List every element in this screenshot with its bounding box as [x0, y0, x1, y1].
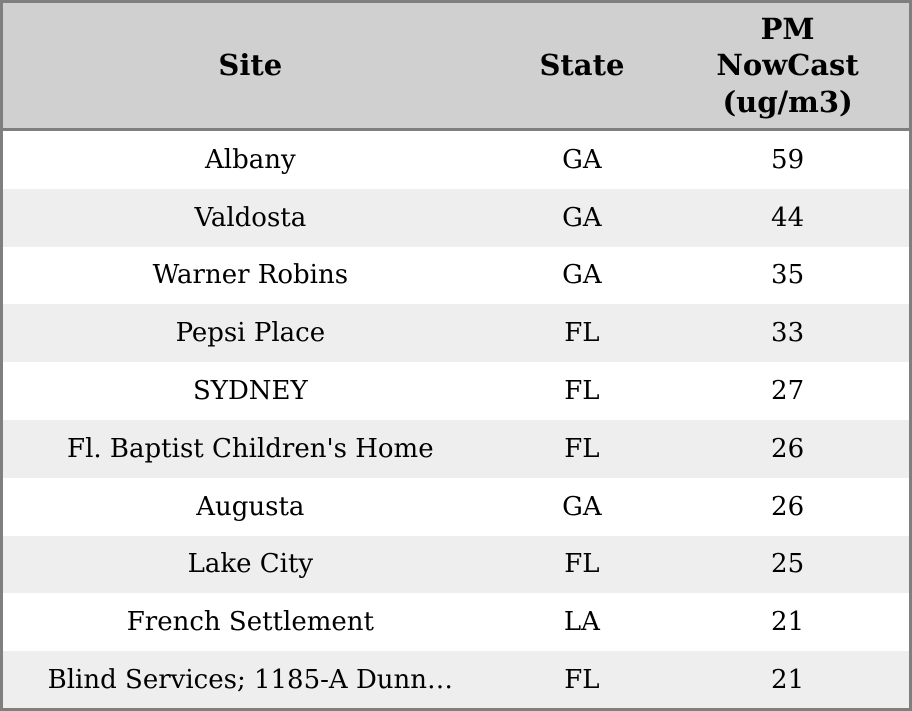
pm-cell: 35	[771, 260, 805, 291]
state-cell: GA	[562, 491, 602, 522]
site-cell: French Settlement	[126, 607, 374, 638]
state-cell: FL	[564, 665, 600, 696]
pm-cell: 59	[771, 144, 805, 175]
site-cell: Pepsi Place	[175, 318, 326, 349]
state-cell: LA	[563, 607, 600, 638]
state-cell: FL	[564, 433, 600, 464]
state-cell: FL	[564, 376, 600, 407]
state-cell: GA	[562, 202, 602, 233]
table-row: Fl. Baptist Children's Home FL 26	[3, 419, 909, 478]
table-row: Blind Services; 1185-A Dunn… FL 21	[3, 651, 909, 708]
header-state: State	[539, 48, 625, 83]
site-cell: Albany	[205, 144, 296, 175]
table-row: Pepsi Place FL 33	[3, 304, 909, 363]
header-site: Site	[218, 48, 283, 83]
header-pm-nowcast: PM NowCast (ug/m3)	[716, 12, 859, 119]
state-cell: GA	[562, 260, 602, 291]
table-header-row: Site State PM NowCast (ug/m3)	[3, 3, 909, 131]
site-cell: Augusta	[196, 491, 305, 522]
site-cell: Fl. Baptist Children's Home	[67, 433, 434, 464]
table-row: Valdosta GA 44	[3, 188, 909, 247]
table-row: Warner Robins GA 35	[3, 246, 909, 305]
table-row: Albany GA 59	[3, 131, 909, 189]
pm-cell: 21	[771, 665, 805, 696]
site-cell: Lake City	[187, 549, 314, 580]
site-cell: Warner Robins	[152, 260, 349, 291]
pm-cell: 25	[771, 549, 805, 580]
pm-cell: 44	[771, 202, 805, 233]
site-cell: Valdosta	[194, 202, 307, 233]
pm-cell: 26	[771, 433, 805, 464]
state-cell: FL	[564, 318, 600, 349]
state-cell: GA	[562, 144, 602, 175]
pm-cell: 21	[771, 607, 805, 638]
site-cell: SYDNEY	[192, 376, 308, 407]
table-row: SYDNEY FL 27	[3, 362, 909, 420]
site-cell: Blind Services; 1185-A Dunn…	[47, 665, 454, 696]
table-row: French Settlement LA 21	[3, 593, 909, 652]
pm-cell: 33	[771, 318, 805, 349]
pm-cell: 26	[771, 491, 805, 522]
pm-cell: 27	[771, 376, 805, 407]
table-row: Augusta GA 26	[3, 477, 909, 536]
state-cell: FL	[564, 549, 600, 580]
table-row: Lake City FL 25	[3, 535, 909, 594]
